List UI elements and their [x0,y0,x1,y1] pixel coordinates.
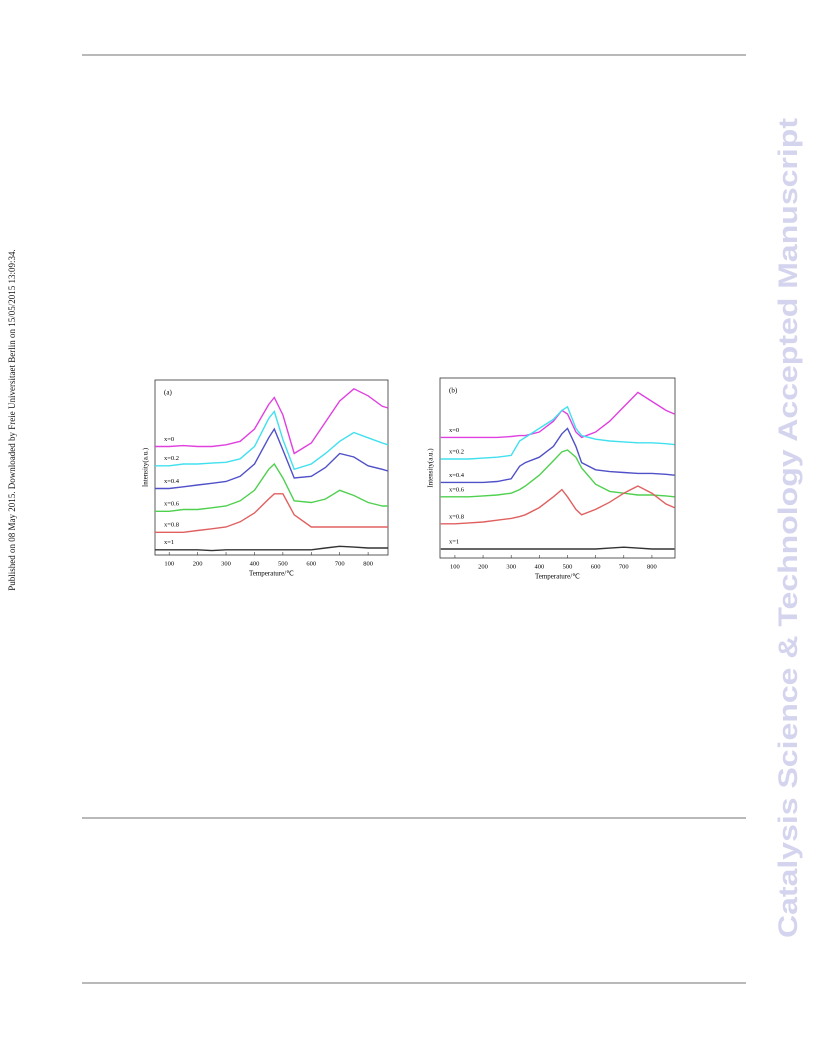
x-tick-label: 300 [221,560,231,567]
panel-label: (a) [164,389,172,397]
series-label: x=0.4 [449,472,465,479]
series-label: x=0.2 [449,448,464,455]
series-label: x=0.6 [164,501,180,508]
series-line [155,410,389,471]
watermark: Catalysis Science & Technology Accepted … [773,118,803,938]
panel-label: (b) [449,387,458,395]
series-label: x=1 [449,538,459,545]
x-tick-label: 800 [363,560,373,567]
series-label: x=0.8 [449,513,464,520]
x-tick-label: 500 [563,563,573,570]
series-line [155,427,389,490]
series-line [440,546,675,550]
x-tick-label: 400 [250,560,260,567]
x-tick-label: 500 [278,560,288,567]
series-label: x=0 [449,427,459,434]
series-line [155,493,388,533]
y-axis-label: Intensity(a.u.) [427,448,435,488]
x-tick-label: 600 [306,560,316,567]
x-tick-label: 800 [647,563,657,570]
x-tick-label: 100 [164,560,174,567]
series-line [155,387,389,455]
series-label: x=0.6 [449,486,465,493]
series-label: x=1 [164,539,174,546]
series-line [155,545,388,552]
x-tick-label: 600 [591,563,601,570]
x-tick-label: 400 [534,563,544,570]
series-line [440,427,675,484]
series-label: x=0.2 [164,455,179,462]
x-tick-label: 700 [335,560,345,567]
side-note: Published on 08 May 2015. Downloaded by … [7,249,17,590]
series-line [155,462,388,512]
x-tick-label: 200 [193,560,203,567]
series-label: x=0.8 [164,522,179,529]
series-line [440,485,675,525]
series-label: x=0 [164,436,174,443]
x-tick-label: 700 [619,563,629,570]
series-line [440,405,675,460]
x-axis-label: Temperature/℃ [535,573,580,581]
x-tick-label: 300 [506,563,516,570]
plot-frame [154,379,389,556]
x-tick-label: 200 [478,563,488,570]
series-line [440,449,675,498]
x-tick-label: 100 [450,563,460,570]
x-axis-label: Temperature/℃ [249,570,294,578]
plot-frame [439,377,676,559]
y-axis-label: Intensity(a.u.) [142,447,150,487]
series-label: x=0.4 [164,478,180,485]
